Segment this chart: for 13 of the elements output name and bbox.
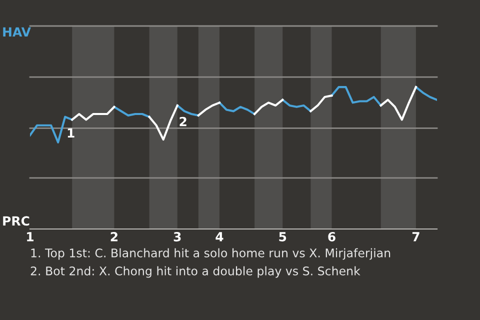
x-tick-label: 4: [216, 232, 224, 242]
text: PRC: [3, 216, 30, 226]
x-tick-label: 1: [27, 232, 34, 242]
text: HAV: [3, 27, 31, 36]
x-tick-label: 6: [328, 232, 336, 242]
annotation: 2: [180, 116, 186, 126]
text: 1. Top 1st: C. Blanchard hit a solo home run vs X. Mirjaferjian: [31, 248, 390, 260]
x-tick-label: 7: [412, 232, 420, 242]
x-tick-label: 2: [110, 232, 118, 242]
x-tick-label: 3: [174, 232, 181, 242]
x-tick-label: 5: [279, 232, 286, 242]
text: 2. Bot 2nd: X. Chong hit into a double play vs S. Schenk: [30, 266, 360, 278]
annotation: 1: [68, 128, 74, 138]
